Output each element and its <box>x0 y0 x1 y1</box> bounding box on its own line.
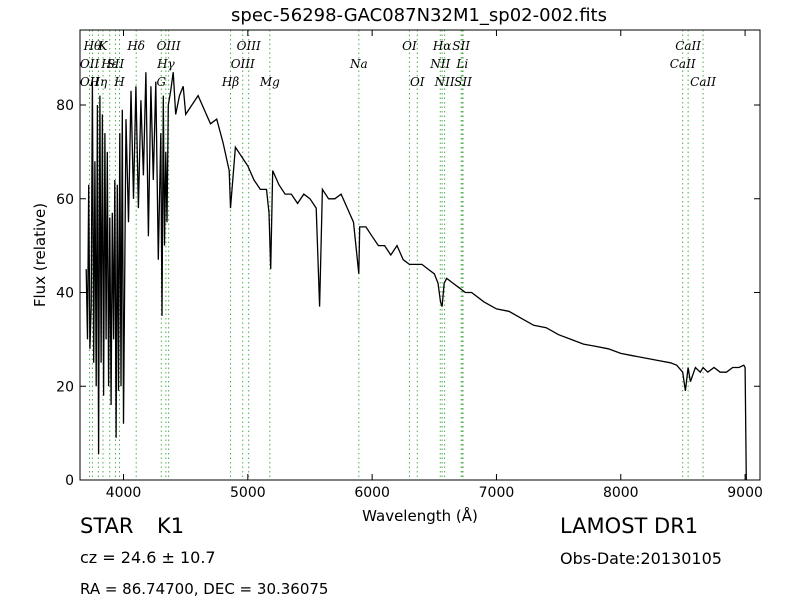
y-tick-label: 80 <box>56 98 74 114</box>
x-tick-label: 4000 <box>106 485 142 501</box>
spectral-line-label: H <box>113 75 125 89</box>
y-axis-ticks: 0 20 40 60 80 <box>56 98 760 489</box>
chart-title: spec-56298-GAC087N32M1_sp02-002.fits <box>231 5 607 26</box>
spectral-line-label: Li <box>455 57 468 71</box>
spectral-line-label: Mg <box>259 75 280 89</box>
spectral-line-label: K <box>98 39 109 53</box>
observation-date: Obs-Date:20130105 <box>560 549 722 568</box>
spectrum-line <box>85 72 747 481</box>
spectral-line-label: NII <box>429 57 450 71</box>
y-tick-label: 60 <box>56 192 74 208</box>
spectral-line-label: Hθ <box>83 39 102 53</box>
object-class: STAR <box>80 514 134 538</box>
x-tick-label: 5000 <box>230 485 266 501</box>
object-subclass: K1 <box>157 514 185 538</box>
spectral-line-label: OIII <box>157 39 181 53</box>
spectral-line-label: Hβ <box>221 75 239 89</box>
coordinates: RA = 86.74700, DEC = 30.36075 <box>80 580 329 598</box>
spectral-line-label: OII <box>80 75 100 89</box>
y-tick-label: 20 <box>56 379 74 395</box>
spectral-line-label: Hα <box>432 39 452 53</box>
spectral-line-label: CaII <box>670 57 696 71</box>
spectral-line-label: Hη <box>89 75 108 89</box>
x-axis-label: Wavelength (Å) <box>362 506 478 525</box>
spectral-line-label: CaII <box>690 75 716 89</box>
spectral-line-markers <box>89 30 704 480</box>
spectral-line-label: NII <box>434 75 455 89</box>
redshift-value: cz = 24.6 ± 10.7 <box>80 548 216 567</box>
spectral-line-label: Hε <box>100 57 118 71</box>
spectral-line-label: OI <box>410 75 425 89</box>
x-tick-label: 8000 <box>603 485 639 501</box>
spectral-line-label: CaII <box>675 39 701 53</box>
y-tick-label: 0 <box>65 473 74 489</box>
plot-frame <box>79 29 761 481</box>
spectral-line-label: OIII <box>237 39 261 53</box>
spectral-line-label: G <box>157 75 167 89</box>
spectral-line-label: SII <box>454 75 472 89</box>
spectral-line-label: Na <box>349 57 368 71</box>
x-axis-ticks: 4000 5000 6000 7000 8000 9000 <box>106 30 763 501</box>
x-tick-label: 9000 <box>727 485 763 501</box>
x-tick-label: 7000 <box>479 485 515 501</box>
spectral-line-labels: OIIOIIHθHηKHεSIIHHδGHγOIIIHβOIIIOIIIMgNa… <box>80 39 716 89</box>
spectral-line-label: Hγ <box>156 57 175 71</box>
spectral-line-label: OIII <box>231 57 255 71</box>
spectral-line-label: OII <box>80 57 100 71</box>
spectral-line-label: Hδ <box>126 39 145 53</box>
x-tick-label: 6000 <box>354 485 390 501</box>
spectral-line-label: SII <box>452 39 470 53</box>
y-axis-label: Flux (relative) <box>31 203 49 307</box>
y-tick-label: 40 <box>56 286 74 302</box>
spectral-line-label: SII <box>107 57 125 71</box>
survey-name: LAMOST DR1 <box>560 514 699 538</box>
spectral-line-label: OI <box>402 39 417 53</box>
